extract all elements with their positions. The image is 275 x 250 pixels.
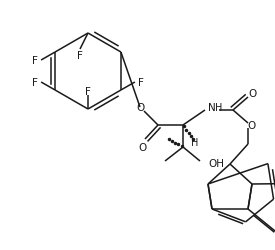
Text: N: N (208, 102, 216, 113)
Text: O: O (138, 142, 146, 152)
Text: F: F (138, 78, 144, 88)
Text: F: F (85, 87, 91, 97)
Text: O: O (136, 102, 144, 113)
Text: F: F (32, 56, 38, 66)
Text: OH: OH (208, 158, 224, 168)
Text: F: F (32, 78, 38, 88)
Text: H: H (215, 102, 222, 113)
Text: H: H (191, 138, 199, 147)
Text: O: O (247, 120, 255, 130)
Text: F: F (77, 51, 83, 61)
Text: O: O (248, 89, 256, 99)
